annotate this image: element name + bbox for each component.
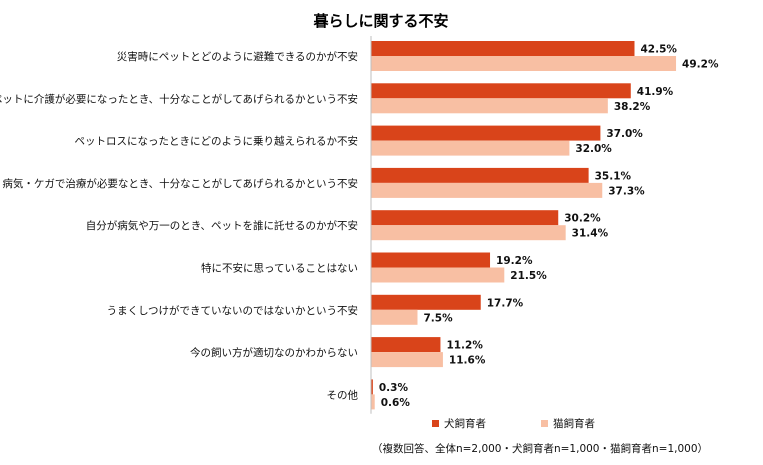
bar-dog: [371, 125, 601, 141]
category-label: その他: [327, 388, 359, 401]
data-label: 38.2%: [614, 101, 651, 113]
data-label: 41.9%: [637, 86, 674, 98]
legend-swatch-cat: [541, 420, 548, 427]
bar-cat: [371, 267, 505, 283]
category-label: 自分が病気や万一のとき、ペットを誰に託せるのかが不安: [86, 219, 358, 232]
bar-cat: [371, 182, 603, 198]
data-label: 42.5%: [641, 44, 678, 56]
data-label: 49.2%: [682, 59, 719, 71]
bar-dog: [371, 379, 373, 395]
category-label: 特に不安に思っていることはない: [201, 262, 358, 275]
bar-dog: [371, 252, 491, 268]
category-label: 災害時にペットとどのように避難できるのかが不安: [117, 50, 358, 63]
data-label: 11.2%: [446, 340, 483, 352]
legend: 犬飼育者 猫飼育者: [432, 417, 595, 430]
bar-dog: [371, 337, 441, 353]
bar-cat: [371, 56, 677, 71]
legend-swatch-dog: [432, 420, 439, 427]
data-label: 0.3%: [379, 382, 409, 394]
data-label: 21.5%: [510, 270, 547, 282]
chart-title: 暮らしに関する不安: [312, 12, 448, 30]
data-label: 7.5%: [424, 312, 454, 324]
legend-label-dog: 犬飼育者: [444, 417, 486, 430]
category-label: ペットロスになったときにどのように乗り越えられるか不安: [75, 135, 359, 148]
bar-cat: [371, 309, 418, 325]
bar-cat: [371, 352, 443, 368]
legend-label-cat: 猫飼育者: [553, 417, 595, 430]
data-label: 19.2%: [496, 255, 533, 267]
category-label: 病気・ケガで治療が必要なとき、十分なことがしてあげられるかという不安: [2, 177, 358, 190]
bar-dog: [371, 167, 589, 183]
data-label: 35.1%: [595, 170, 632, 182]
sample-size-note: （複数回答、全体n=2,000・犬飼育者n=1,000・猫飼育者n=1,000）: [372, 442, 708, 455]
data-label: 30.2%: [564, 213, 601, 225]
bars: [371, 41, 677, 410]
category-label: 今の飼い方が適切なのかわからない: [190, 346, 358, 359]
bar-dog: [371, 41, 635, 56]
bar-dog: [371, 294, 481, 310]
data-label: 32.0%: [575, 143, 612, 155]
data-label: 0.6%: [381, 397, 411, 409]
data-labels: 42.5% 49.2% 41.9% 38.2% 37.0% 32.0% 35.1% 37.3%…: [379, 44, 719, 409]
bar-cat: [371, 394, 375, 410]
data-label: 37.0%: [606, 128, 643, 140]
category-label: ペットに介護が必要になったとき、十分なことがしてあげられるかという不安: [0, 92, 358, 105]
bar-cat: [371, 140, 570, 156]
bar-cat: [371, 225, 566, 241]
bar-dog: [371, 210, 559, 226]
category-labels: 災害時にペットとどのように避難できるのかが不安ペットに介護が必要になったとき、十…: [0, 50, 358, 401]
category-label: うまくしつけができていないのではないかという不安: [107, 304, 358, 317]
bar-dog: [371, 83, 631, 99]
bar-cat: [371, 98, 608, 114]
data-label: 11.6%: [449, 355, 486, 367]
data-label: 17.7%: [487, 297, 524, 309]
data-label: 31.4%: [572, 228, 609, 240]
data-label: 37.3%: [608, 185, 645, 197]
